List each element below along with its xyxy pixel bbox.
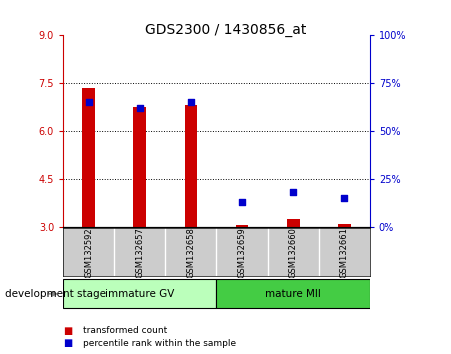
Bar [63, 280, 216, 308]
Bar [287, 218, 299, 227]
Text: GSM132661: GSM132661 [340, 227, 349, 278]
Point [187, 99, 194, 105]
Bar [236, 225, 249, 227]
Text: ■: ■ [63, 338, 73, 348]
Bar [83, 88, 95, 227]
Text: transformed count: transformed count [83, 326, 168, 336]
Point [239, 199, 246, 205]
Point [341, 195, 348, 201]
Text: GSM132592: GSM132592 [84, 227, 93, 278]
Text: GDS2300 / 1430856_at: GDS2300 / 1430856_at [145, 23, 306, 37]
Text: GSM132657: GSM132657 [135, 227, 144, 278]
Bar [184, 105, 198, 227]
Point [85, 99, 92, 105]
Bar [216, 280, 370, 308]
Text: ■: ■ [63, 326, 73, 336]
Text: GSM132659: GSM132659 [238, 227, 247, 278]
Bar [338, 224, 351, 227]
Text: development stage: development stage [5, 289, 106, 299]
Bar [133, 107, 146, 227]
Text: GSM132660: GSM132660 [289, 227, 298, 278]
Text: GSM132658: GSM132658 [186, 227, 195, 278]
Point [290, 189, 297, 195]
Point [136, 105, 143, 111]
Text: mature MII: mature MII [265, 289, 321, 299]
Text: percentile rank within the sample: percentile rank within the sample [83, 339, 237, 348]
Text: immature GV: immature GV [105, 289, 175, 299]
